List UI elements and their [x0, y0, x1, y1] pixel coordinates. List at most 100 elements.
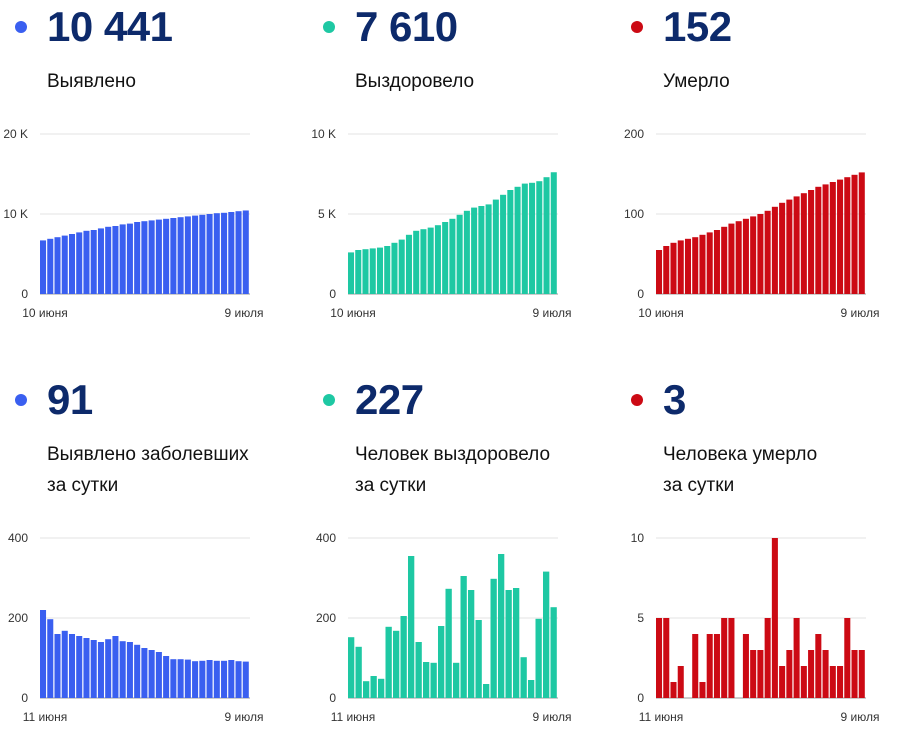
bar — [663, 246, 670, 294]
bar — [438, 626, 445, 698]
bar — [460, 576, 467, 698]
y-tick-label: 0 — [21, 287, 28, 301]
bar — [692, 237, 699, 294]
bar — [656, 618, 663, 698]
bar — [793, 196, 800, 294]
bar — [800, 193, 807, 294]
bar — [453, 662, 460, 698]
deaths-daily-label-line1: Человека умерло — [663, 444, 818, 465]
bar — [445, 588, 452, 698]
bar — [483, 684, 490, 698]
x-tick-label-start: 10 июня — [330, 306, 376, 320]
recovered-total-value: 7 610 — [355, 3, 458, 50]
y-tick-label: 400 — [316, 531, 336, 545]
bar — [490, 578, 497, 698]
y-tick-label: 0 — [637, 287, 644, 301]
bar — [112, 636, 119, 698]
bar — [434, 225, 441, 294]
bar — [837, 179, 844, 294]
bar — [699, 682, 706, 698]
x-tick-label-start: 11 июня — [23, 710, 68, 724]
deaths-total-value: 152 — [663, 3, 732, 50]
bar — [423, 662, 430, 698]
deaths-daily-chart: 0 5 10 11 июня 9 июля — [631, 531, 880, 724]
bar — [393, 630, 400, 698]
x-tick-label-start: 10 июня — [22, 306, 68, 320]
bar — [721, 618, 728, 698]
bar — [656, 250, 663, 294]
bar — [199, 660, 206, 698]
x-tick-label-start: 11 июня — [331, 710, 376, 724]
y-tick-label: 10 K — [311, 127, 336, 141]
bar — [391, 242, 398, 294]
bar — [536, 181, 543, 294]
bar — [430, 662, 437, 698]
bar — [742, 634, 749, 698]
bar — [485, 204, 492, 294]
panel-recovered-total: 7 610 Выздоровело 0 5 K 10 K 10 июня 9 июля — [308, 0, 598, 360]
bar — [141, 648, 148, 698]
bar — [235, 661, 242, 698]
bar — [750, 650, 757, 698]
bar — [242, 210, 249, 294]
bar — [808, 190, 815, 294]
bar — [177, 217, 184, 294]
detected-daily-label-line1: Выявлено заболевших — [47, 444, 249, 465]
bar — [192, 215, 199, 294]
bar — [119, 641, 126, 698]
bar — [370, 676, 377, 698]
bar — [528, 680, 535, 698]
deaths-daily-label-line2: за сутки — [663, 475, 735, 496]
bar — [105, 226, 112, 294]
bar — [706, 232, 713, 294]
bar — [163, 218, 170, 294]
x-tick-label-start: 10 июня — [638, 306, 684, 320]
bar — [692, 634, 699, 698]
bar — [442, 222, 449, 294]
y-tick-label: 200 — [8, 611, 28, 625]
bar — [699, 234, 706, 294]
bar — [771, 538, 778, 698]
bar — [97, 228, 104, 294]
bar — [184, 216, 191, 294]
bar — [815, 186, 822, 294]
bullet-dot-icon — [15, 394, 27, 406]
bar — [478, 206, 485, 294]
bullet-dot-icon — [323, 394, 335, 406]
x-tick-label-start: 11 июня — [639, 710, 684, 724]
bar — [134, 222, 141, 294]
bar — [83, 230, 90, 294]
x-tick-label-end: 9 июля — [841, 710, 880, 724]
bar — [822, 650, 829, 698]
bar — [47, 238, 54, 294]
bar — [498, 554, 505, 698]
bar — [90, 640, 97, 698]
bar — [663, 618, 670, 698]
bar — [54, 634, 61, 698]
bar — [500, 194, 507, 294]
panel-detected-total: 10 441 Выявлено 0 10 K 20 K 10 июня 9 июля — [0, 0, 290, 360]
bar — [535, 618, 542, 698]
bar — [177, 659, 184, 698]
panel-deaths-total: 152 Умерло 0 100 200 10 июня 9 июля — [616, 0, 906, 360]
y-tick-label: 0 — [329, 287, 336, 301]
bar — [829, 666, 836, 698]
bar — [126, 642, 133, 698]
bar — [471, 207, 478, 294]
bar — [90, 230, 97, 294]
bar — [405, 234, 412, 294]
bar — [235, 211, 242, 294]
bar — [76, 636, 83, 698]
detected-total-chart: 0 10 K 20 K 10 июня 9 июля — [3, 127, 264, 320]
bar — [83, 638, 90, 698]
recovered-daily-value: 227 — [355, 376, 424, 423]
y-tick-label: 0 — [21, 691, 28, 705]
bar — [677, 666, 684, 698]
x-tick-label-end: 9 июля — [225, 306, 264, 320]
bar — [492, 199, 499, 294]
bar — [713, 230, 720, 294]
y-tick-label: 100 — [624, 207, 644, 221]
bar — [378, 678, 385, 698]
bar — [148, 650, 155, 698]
bar — [170, 659, 177, 698]
